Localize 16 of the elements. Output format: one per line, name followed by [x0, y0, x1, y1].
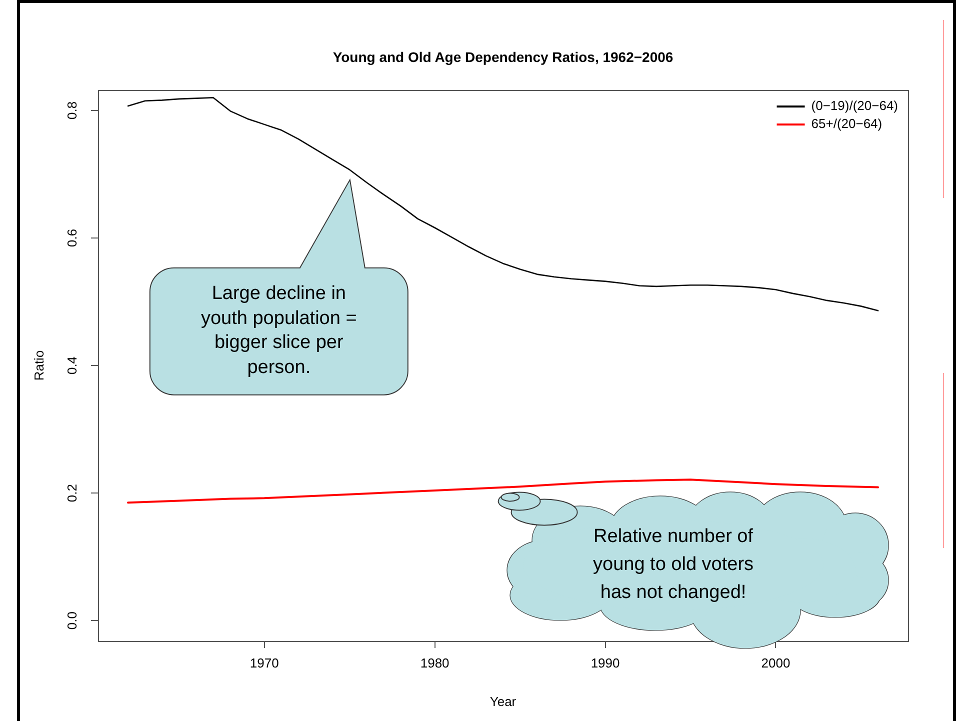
annotation: Large decline in youth population = bigger slice per person. — [200, 282, 358, 380]
x-tick-label: 2000 — [761, 655, 790, 670]
x-tick-label: 1970 — [250, 655, 279, 670]
x-tick-label: 1980 — [420, 655, 450, 670]
x-axis-title: Year — [490, 694, 517, 709]
y-tick-label: 0.6 — [64, 228, 80, 247]
y-tick-label: 0.0 — [64, 612, 80, 630]
chart-title: Young and Old Age Dependency Ratios, 1962−2006 — [332, 48, 674, 65]
y-tick-label: 0.4 — [64, 356, 80, 375]
y-axis-title: Ratio — [31, 350, 46, 381]
legend-label: 65+/(20−64) — [811, 116, 882, 132]
y-tick-label: 0.2 — [64, 484, 80, 502]
annotation: Relative number of young to old voters has not changed! — [592, 525, 755, 606]
legend-label: (0−19)/(20−64) — [811, 98, 898, 114]
y-tick-label: 0.8 — [64, 101, 80, 120]
x-tick-label: 1990 — [590, 655, 620, 670]
